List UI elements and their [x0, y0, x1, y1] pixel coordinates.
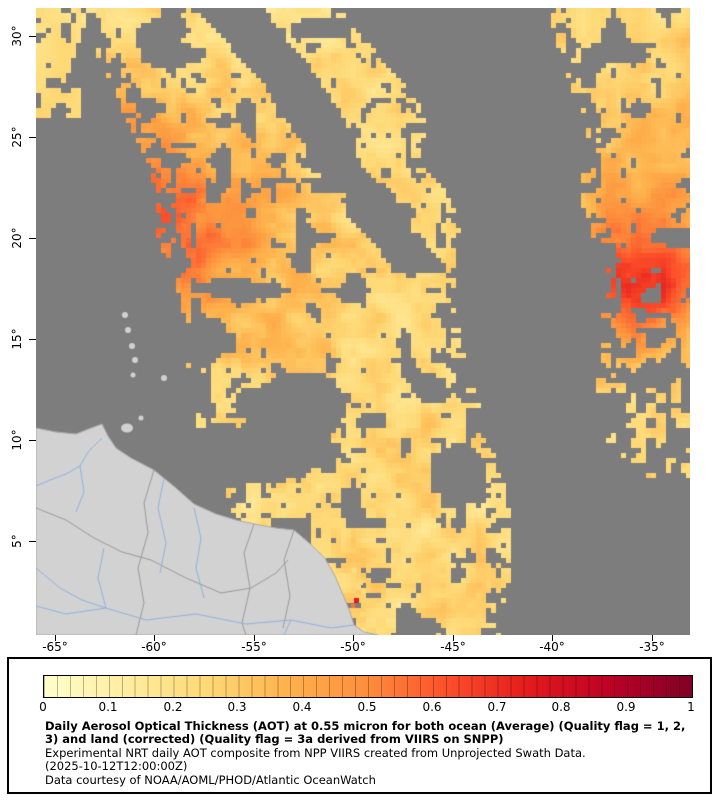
colorbar-gradient — [43, 675, 693, 698]
colorbar-tick-label: 1 — [687, 700, 695, 714]
lon-tick-label: -55° — [241, 640, 267, 654]
colorbar-tick-label: 0 — [39, 700, 47, 714]
caption-timestamp: (2025-10-12T12:00:00Z) — [45, 759, 188, 774]
colorbar-segment-lines — [44, 676, 692, 697]
lon-axis-tick — [353, 635, 354, 641]
legend-panel: 0 0.1 0.2 0.3 0.4 0.5 0.6 0.7 0.8 0.9 1 … — [7, 657, 712, 794]
lat-axis-tick — [29, 440, 36, 441]
lat-axis-tick — [29, 137, 36, 138]
caption-credit: Data courtesy of NOAA/AOML/PHOD/Atlantic… — [45, 772, 376, 787]
colorbar-tick-label: 0.3 — [227, 700, 247, 714]
lat-axis-tick — [29, 238, 36, 239]
lon-axis-tick — [154, 635, 155, 641]
lon-tick-label: -50° — [340, 640, 366, 654]
colorbar-tick-label: 0.2 — [163, 700, 183, 714]
colorbar-tick-label: 0.4 — [292, 700, 312, 714]
lon-axis-tick — [254, 635, 255, 641]
lon-axis-tick — [652, 635, 653, 641]
colorbar-tick-label: 0.5 — [357, 700, 377, 714]
lat-tick-label: 25° — [10, 126, 24, 148]
colorbar-tick-label: 0.8 — [551, 700, 571, 714]
colorbar-tick-label: 0.1 — [98, 700, 118, 714]
lat-tick-label: 30° — [10, 25, 24, 47]
lon-axis-tick — [55, 635, 56, 641]
lon-axis-tick — [552, 635, 553, 641]
lon-tick-label: -65° — [42, 640, 68, 654]
lon-tick-label: -40° — [539, 640, 565, 654]
map-plot-area — [36, 8, 690, 635]
lon-tick-label: -35° — [639, 640, 665, 654]
lat-axis-tick — [29, 339, 36, 340]
lon-tick-label: -60° — [141, 640, 167, 654]
aot-map-canvas — [36, 8, 690, 635]
lon-tick-label: -45° — [440, 640, 466, 654]
lat-tick-label: 15° — [10, 328, 24, 350]
colorbar-tick-label: 0.6 — [422, 700, 442, 714]
caption-title: Daily Aerosol Optical Thickness (AOT) at… — [45, 719, 686, 747]
lon-axis-tick — [453, 635, 454, 641]
lat-axis-tick — [29, 541, 36, 542]
lat-axis-tick — [29, 36, 36, 37]
lat-tick-label: 5° — [10, 534, 24, 548]
caption-block: Daily Aerosol Optical Thickness (AOT) at… — [45, 719, 701, 787]
colorbar-tick-label: 0.7 — [487, 700, 507, 714]
colorbar-tick-label: 0.9 — [616, 700, 636, 714]
lat-tick-label: 20° — [10, 227, 24, 249]
lat-tick-label: 10° — [10, 429, 24, 451]
caption-subtitle: Experimental NRT daily AOT composite fro… — [45, 745, 586, 760]
